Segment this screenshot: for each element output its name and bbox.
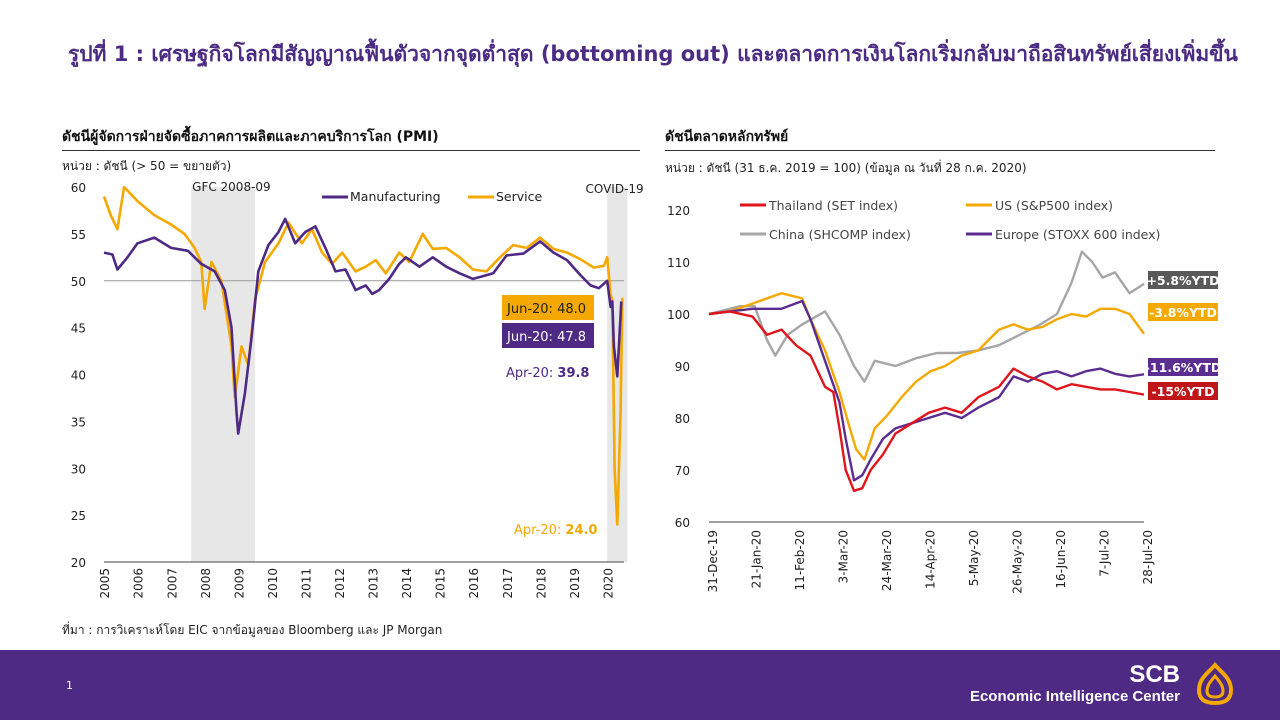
x-tick-label: 21-Jan-20 [750,530,764,588]
brand-scb: SCB [1129,661,1180,688]
x-tick-label: 2006 [132,568,146,599]
legend-label: Service [496,189,543,204]
x-tick-label: 14-Apr-20 [924,530,938,589]
y-tick-label: 110 [667,256,690,270]
y-tick-label: 20 [71,556,86,570]
x-tick-label: 2020 [601,568,615,599]
y-tick-label: 45 [71,322,86,336]
x-tick-label: 2016 [467,568,481,599]
ytd-badge-label: -11.6%YTD [1145,360,1222,375]
x-tick-label: 7-Jul-20 [1098,530,1112,577]
x-tick-label: 31-Dec-19 [706,530,720,592]
y-tick-label: 55 [71,228,86,242]
x-tick-label: 2007 [165,568,179,599]
annotation-service-apr20: Apr-20: 24.0 [514,523,597,538]
right-unit-label: หน่วย : ดัชนี (31 ธ.ค. 2019 = 100) (ข้อม… [665,161,1027,175]
ytd-badge-bg [1148,271,1218,289]
x-tick-label: 2014 [400,568,414,599]
x-tick-label: 11-Feb-20 [793,530,807,590]
x-tick-label: 28-Jul-20 [1141,530,1155,584]
x-tick-label: 2008 [199,568,213,599]
source-note: ที่มา : การวิเคราะห์โดย EIC จากข้อมูลของ… [62,623,443,637]
x-tick-label: 2011 [299,568,313,599]
right-title-rule [665,150,1215,151]
y-tick-label: 30 [71,462,86,476]
brand-eic: Economic Intelligence Center [969,688,1180,705]
y-tick-label: 70 [675,464,690,478]
ytd-badge-label: -15%YTD [1151,384,1214,399]
y-tick-label: 25 [71,509,86,523]
ytd-badge-bg [1148,358,1218,376]
shaded-period [191,187,255,562]
annotation-manufacturing-jun20: Jun-20: 47.8 [506,330,586,345]
ytd-badge-bg [1148,303,1218,321]
stock-index-line-chart: 60 70 80 90 100 110 120 31-Dec-19 21-Jan-20 11-Fe… [667,198,1222,594]
x-tick-label: 16-Jun-20 [1054,530,1068,589]
ytd-badge-bg [1148,382,1218,400]
brand-text: SCB Economic Intelligence Center [970,663,1180,707]
covid-label: COVID-19 [585,182,643,196]
series-line-manufacturing [103,217,623,435]
series-line-europe [708,299,1145,482]
series-line-service [102,185,624,526]
left-chart-title: ดัชนีผู้จัดการฝ่ายจัดซื้อภาคการผลิตและภา… [62,129,439,145]
y-tick-label: 100 [667,308,690,322]
legend-label: Manufacturing [350,189,441,204]
pmi-line-chart: GFC 2008-09 COVID-19 20 25 30 35 40 45 50 55 60 200… [71,180,644,599]
legend-label: China (SHCOMP index) [769,227,911,242]
ytd-badge-label: +5.8%YTD [1146,273,1219,288]
x-tick-label: 2009 [232,568,246,599]
annotation-manufacturing-apr20: Apr-20: 39.8 [506,366,589,381]
y-tick-label: 35 [71,415,86,429]
annotation-box-service-jun20 [502,295,594,320]
page-title: รูปที่ 1 : เศรษฐกิจโลกมีสัญญาณฟื้นตัวจาก… [68,42,1238,66]
legend-label: Thailand (SET index) [768,198,898,213]
gfc-label: GFC 2008-09 [192,180,271,194]
ytd-badge-label: -3.8%YTD [1149,305,1217,320]
y-tick-label: 40 [71,369,86,383]
series-line-us [708,292,1145,461]
x-tick-label: 2013 [367,568,381,599]
annotation-box-manufacturing-jun20 [502,323,594,348]
x-tick-label: 3-Mar-20 [837,530,851,583]
left-unit-label: หน่วย : ดัชนี (> 50 = ขยายตัว) [62,159,232,173]
y-tick-label: 60 [71,181,86,195]
y-tick-label: 90 [675,360,690,374]
y-tick-label: 80 [675,412,690,426]
y-tick-label: 60 [675,516,690,530]
left-title-rule [62,150,640,151]
x-tick-label: 2005 [98,568,112,599]
x-tick-label: 2017 [501,568,515,599]
x-tick-label: 2018 [534,568,548,599]
x-tick-label: 2010 [266,568,280,599]
scb-logo-icon [1196,662,1234,706]
footer-bar: 1 SCB Economic Intelligence Center [0,650,1280,720]
x-tick-label: 26-May-20 [1011,530,1025,594]
y-tick-label: 120 [667,204,690,218]
x-tick-label: 5-May-20 [967,530,981,586]
annotation-service-jun20: Jun-20: 48.0 [506,302,586,317]
series-line-china [708,250,1145,383]
y-tick-label: 50 [71,275,86,289]
legend-label: Europe (STOXX 600 index) [995,227,1160,242]
x-tick-label: 2019 [568,568,582,599]
x-tick-label: 24-Mar-20 [880,530,894,591]
page-number: 1 [66,679,73,692]
right-chart-title: ดัชนีตลาดหลักทรัพย์ [665,129,789,145]
x-tick-label: 2015 [434,568,448,599]
legend-label: US (S&P500 index) [995,198,1113,213]
x-tick-label: 2012 [333,568,347,599]
series-line-thailand [708,310,1145,492]
